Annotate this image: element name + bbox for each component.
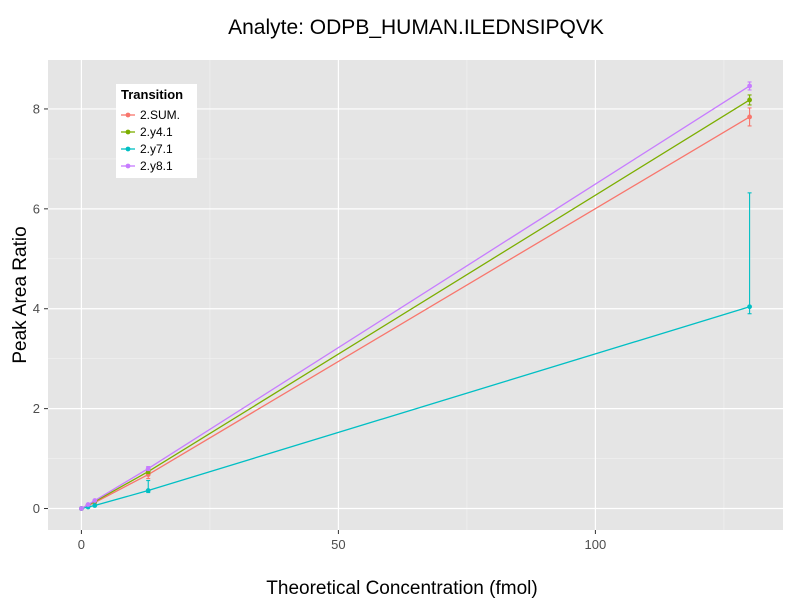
legend-key-point <box>125 163 131 169</box>
y-tick-label: 8 <box>33 101 40 116</box>
series-2-y8-1 <box>79 81 752 511</box>
legend-item-2-y8-1: 2.y8.1 <box>121 159 173 173</box>
legend-item-2-y7-1: 2.y7.1 <box>121 142 173 156</box>
series-2-y7-1 <box>79 192 752 511</box>
legend-item-2-y4-1: 2.y4.1 <box>121 125 173 139</box>
y-tick-label: 6 <box>33 201 40 216</box>
data-point <box>145 466 151 471</box>
data-point <box>747 304 752 310</box>
data-point <box>747 97 752 103</box>
legend: Transition 2.SUM. 2.y4.1 2.y7.1 2.y8.1 <box>116 84 197 178</box>
legend-key-point <box>125 112 131 118</box>
y-tick-label: 2 <box>33 401 40 416</box>
legend-label: 2.y8.1 <box>140 159 173 173</box>
series-layer <box>79 81 752 511</box>
y-tick-label: 0 <box>33 501 40 516</box>
legend-item-2-sum: 2.SUM. <box>121 108 180 122</box>
x-axis: 0 50 100 <box>78 530 606 552</box>
data-point <box>92 503 98 508</box>
data-point <box>145 488 151 493</box>
y-tick-label: 4 <box>33 301 40 316</box>
legend-items: 2.SUM. 2.y4.1 2.y7.1 2.y8.1 <box>121 108 180 173</box>
data-point <box>85 502 91 507</box>
x-axis-title: Theoretical Concentration (fmol) <box>266 578 537 599</box>
legend-key-point <box>125 129 131 135</box>
data-point <box>747 83 752 89</box>
data-point <box>79 506 84 511</box>
chart-title: Analyte: ODPB_HUMAN.ILEDNSIPQVK <box>228 16 604 39</box>
x-tick-label: 100 <box>585 537 607 552</box>
x-tick-label: 50 <box>331 537 345 552</box>
legend-label: 2.y7.1 <box>140 142 173 156</box>
legend-label: 2.y4.1 <box>140 125 173 139</box>
legend-key-point <box>125 146 131 152</box>
data-point <box>747 114 752 120</box>
y-axis: 0 2 4 6 8 <box>33 101 48 516</box>
data-point <box>92 498 98 503</box>
legend-label: 2.SUM. <box>140 108 180 122</box>
y-axis-title: Peak Area Ratio <box>10 226 31 363</box>
x-tick-label: 0 <box>78 537 85 552</box>
legend-title: Transition <box>121 87 183 102</box>
